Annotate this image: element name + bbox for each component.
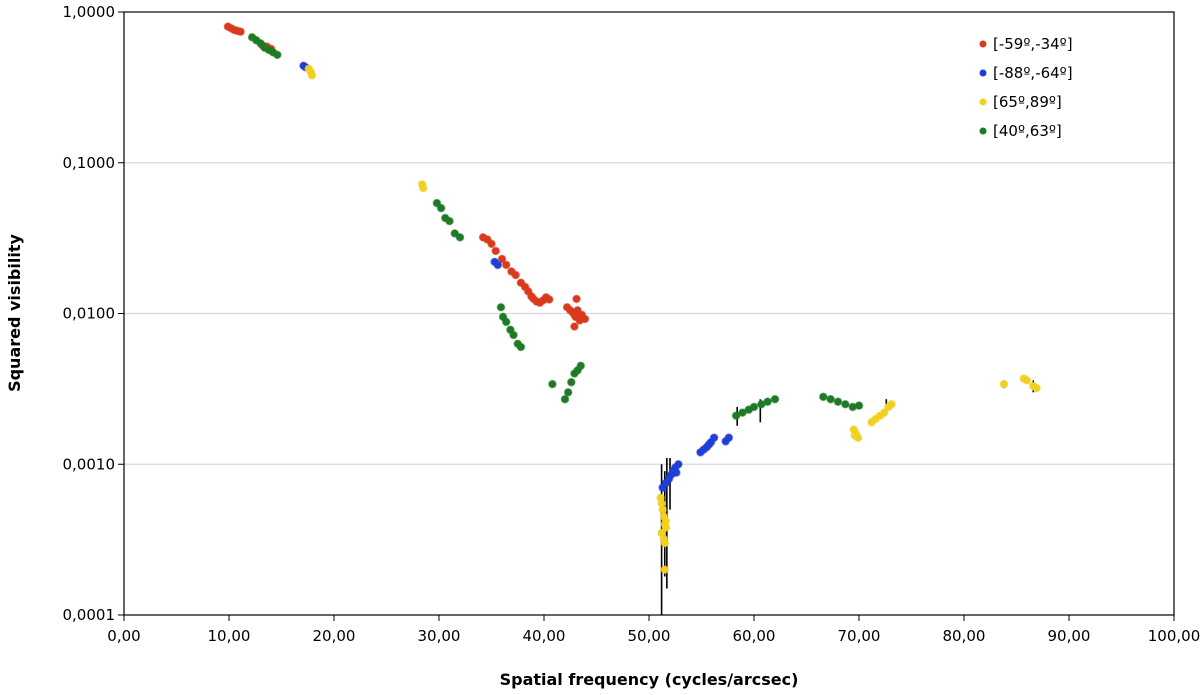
gridlines [124, 162, 1174, 465]
x-tick-label: 30,00 [418, 627, 461, 645]
legend-label-series-0: [-59º,-34º] [993, 35, 1073, 53]
y-tick-label: 0,0001 [63, 606, 116, 624]
data-point [563, 388, 573, 397]
data-point [501, 317, 511, 327]
y-axis-ticks: 1,0000 0,1000 0,0100 0,0010 0,0001 [63, 3, 124, 624]
x-tick-label: 100,00 [1148, 627, 1200, 645]
data-point [854, 401, 864, 410]
data-point [660, 565, 670, 574]
series-3 [247, 32, 864, 420]
data-point [236, 27, 245, 37]
data-point [501, 260, 511, 270]
legend: [-59º,-34º] [-88º,-64º] [65º,89º] [40º,6… [979, 35, 1073, 140]
x-tick-label: 80,00 [943, 627, 986, 645]
x-tick-label: 20,00 [313, 627, 356, 645]
data-point [496, 302, 506, 312]
x-tick-label: 10,00 [208, 627, 251, 645]
data-point [418, 183, 428, 193]
data-point [826, 394, 835, 404]
data-point [999, 379, 1009, 389]
data-point [455, 233, 465, 242]
legend-label-series-2: [65º,89º] [993, 93, 1062, 111]
data-point [709, 433, 719, 443]
x-axis-title: Spatial frequency (cycles/arcsec) [500, 670, 799, 689]
data-point [307, 71, 317, 80]
data-point [548, 379, 557, 389]
legend-marker-series-1 [979, 69, 987, 77]
data-point [544, 295, 554, 304]
series-2 [304, 64, 1041, 574]
x-tick-label: 60,00 [733, 627, 776, 645]
data-point [770, 394, 780, 404]
y-tick-label: 1,0000 [63, 3, 116, 21]
y-tick-label: 0,0010 [63, 455, 116, 473]
data-point [570, 322, 579, 331]
data-point [487, 239, 496, 249]
data-point [576, 361, 586, 371]
legend-marker-series-3 [979, 127, 987, 135]
data-point [659, 534, 669, 544]
data-point [724, 433, 734, 443]
y-tick-label: 0,0100 [63, 305, 116, 323]
data-point [511, 270, 520, 280]
data-point [436, 203, 446, 213]
data-point [445, 216, 454, 226]
data-point [572, 294, 581, 304]
data-points [223, 22, 1041, 574]
x-tick-label: 0,00 [107, 627, 140, 645]
legend-label-series-3: [40º,63º] [993, 122, 1062, 140]
x-tick-label: 70,00 [838, 627, 881, 645]
data-point [661, 516, 671, 526]
data-point [560, 394, 570, 404]
data-point [1032, 383, 1041, 393]
data-point [272, 50, 282, 60]
data-point [833, 397, 843, 406]
x-tick-label: 50,00 [628, 627, 671, 645]
legend-marker-series-2 [979, 98, 987, 106]
y-tick-label: 0,1000 [63, 154, 116, 172]
data-point [1022, 376, 1032, 385]
data-point [567, 377, 576, 387]
data-point [497, 254, 507, 264]
data-point [704, 440, 714, 449]
data-point [491, 246, 501, 256]
data-point [763, 397, 772, 406]
data-point [672, 468, 681, 477]
data-point [850, 431, 860, 440]
data-point [493, 260, 503, 270]
data-point [509, 330, 518, 340]
x-tick-label: 90,00 [1048, 627, 1091, 645]
data-point [516, 342, 526, 352]
x-tick-label: 40,00 [523, 627, 566, 645]
y-axis-title: Squared visibility [5, 234, 24, 392]
data-point [879, 408, 889, 417]
data-point [749, 402, 759, 412]
legend-marker-series-0 [979, 40, 987, 48]
x-axis-ticks: 0,00 10,00 20,00 30,00 40,00 50,00 60,00 70,00 8… [107, 615, 1200, 645]
data-point [841, 399, 850, 409]
data-point [887, 399, 896, 409]
data-point [674, 459, 683, 469]
data-point [658, 505, 667, 514]
data-point [580, 314, 590, 324]
data-point [819, 392, 828, 402]
legend-label-series-1: [-88º,-64º] [993, 64, 1073, 82]
